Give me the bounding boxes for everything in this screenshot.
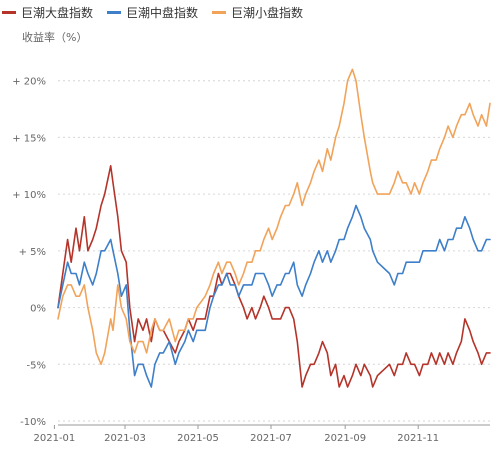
y-tick-label: + 10% xyxy=(12,190,46,201)
x-tick-label: 2021-05 xyxy=(177,433,219,444)
x-tick-label: 2021-07 xyxy=(250,433,292,444)
legend-label: 巨潮小盘指数 xyxy=(231,5,304,20)
x-tick-label: 2021-03 xyxy=(104,433,146,444)
legend-swatch xyxy=(107,10,122,14)
y-axis-unit-label: 收益率（%） xyxy=(22,31,88,44)
y-tick-label: -5% xyxy=(27,360,46,371)
y-tick-label: + 5% xyxy=(19,247,46,258)
y-tick-label: 0% xyxy=(30,304,46,315)
legend-item[interactable]: 巨潮小盘指数 xyxy=(212,3,303,21)
series-line xyxy=(57,165,491,388)
legend-item[interactable]: 巨潮大盘指数 xyxy=(2,3,93,21)
y-tick-label: -10% xyxy=(20,417,46,428)
legend-label: 巨潮大盘指数 xyxy=(21,5,94,20)
x-tick-label: 2021-01 xyxy=(34,433,76,444)
x-tick-label: 2021-11 xyxy=(397,433,439,444)
y-tick-label: + 15% xyxy=(12,133,46,144)
legend-label: 巨潮中盘指数 xyxy=(126,5,199,20)
series-line xyxy=(57,68,491,366)
y-tick-label: + 20% xyxy=(12,77,46,88)
chart-legend: 巨潮大盘指数 巨潮中盘指数 巨潮小盘指数 xyxy=(2,3,303,21)
legend-swatch xyxy=(212,10,227,14)
legend-item[interactable]: 巨潮中盘指数 xyxy=(107,3,198,21)
series-line xyxy=(57,204,491,388)
legend-swatch xyxy=(2,10,16,14)
x-tick-label: 2021-09 xyxy=(324,433,366,444)
